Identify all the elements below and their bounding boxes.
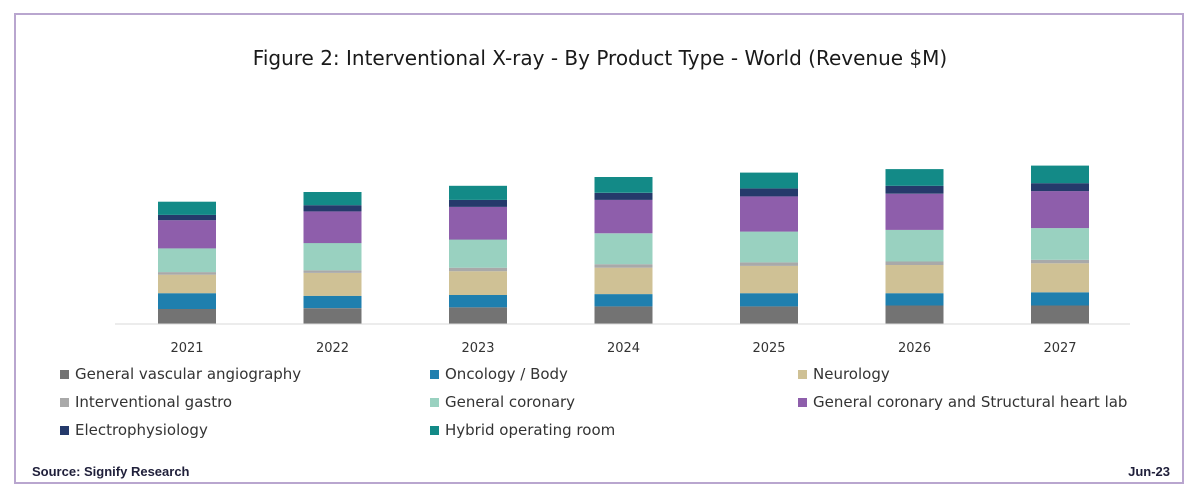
bar-segment-2021-s5 [158,220,216,249]
bar-segment-2026-s5 [885,193,944,230]
legend-item: Oncology / Body [430,365,568,383]
bar-segment-2025-s6 [740,188,798,197]
date-note: Jun-23 [1128,464,1170,479]
legend-label: Electrophysiology [75,421,208,439]
legend-swatch [60,369,69,379]
legend-item: General coronary and Structural heart la… [798,393,1127,411]
bar-segment-2026-s2 [885,265,944,294]
bar-segment-2024-s2 [594,267,653,295]
legend-label: Hybrid operating room [445,421,616,439]
x-tick-label: 2026 [898,341,931,356]
bar-segment-2021-s0 [158,309,216,324]
bar-segment-2022-s0 [303,308,362,324]
x-tick-label: 2024 [607,341,640,356]
bar-segment-2026-s6 [885,185,944,194]
bar-segment-2022-s1 [303,295,362,309]
x-tick-label: 2025 [752,341,785,356]
legend-swatch [60,397,69,407]
bar-segment-2024-s0 [594,306,653,324]
bar-segment-2025-s2 [740,265,798,294]
bar-segment-2021-s2 [158,274,216,294]
bar-segment-2023-s2 [449,271,507,295]
bar-segment-2026-s7 [885,169,944,186]
bar-segment-2022-s6 [303,205,362,212]
bar-segment-2026-s3 [885,261,944,265]
bar-segment-2024-s5 [594,199,653,234]
source-note: Source: Signify Research [32,464,190,479]
legend-swatch [798,397,807,407]
bar-segment-2025-s1 [740,293,798,307]
bar-segment-2021-s4 [158,248,216,273]
bar-segment-2027-s4 [1031,228,1089,260]
legend-swatch [430,397,439,407]
bar-segment-2027-s3 [1031,259,1089,264]
legend-item: General coronary [430,393,575,411]
legend-item: General vascular angiography [60,365,301,383]
bar-segment-2021-s3 [158,272,216,275]
bar-segment-2023-s0 [449,307,507,324]
legend-label: General coronary and Structural heart la… [813,393,1128,411]
bar-segment-2025-s0 [740,306,798,324]
bar-segment-2024-s3 [594,264,653,268]
legend-swatch [430,369,439,379]
bar-segment-2023-s4 [449,239,507,268]
bars-group [158,165,1089,324]
legend-swatch [798,369,807,379]
bar-segment-2022-s5 [303,211,362,244]
bar-segment-2027-s5 [1031,191,1089,229]
bar-segment-2022-s4 [303,243,362,271]
x-tick-label: 2022 [316,341,349,356]
bar-segment-2027-s0 [1031,305,1089,324]
bar-segment-2024-s6 [594,192,653,200]
bar-segment-2022-s3 [303,270,362,273]
bar-segment-2023-s3 [449,267,507,272]
legend-label: General vascular angiography [75,365,302,383]
legend-item: Interventional gastro [60,393,232,411]
bar-segment-2026-s4 [885,229,944,262]
bar-segment-2027-s1 [1031,292,1089,306]
legend-item: Hybrid operating room [430,421,615,439]
bar-segment-2021-s7 [158,201,216,215]
bar-segment-2025-s5 [740,196,798,232]
bar-segment-2026-s1 [885,293,944,306]
bar-segment-2025-s4 [740,231,798,263]
legend-label: Interventional gastro [75,393,233,411]
legend-label: Neurology [813,365,890,383]
x-axis-ticks: 2021 2022 2023 2024 2025 2026 2027 [170,341,1076,356]
bar-segment-2023-s6 [449,199,507,207]
bar-segment-2022-s2 [303,273,362,296]
bar-segment-2027-s7 [1031,165,1089,184]
legend-label: General coronary [445,393,576,411]
legend-swatch [430,425,439,435]
bar-segment-2024-s7 [594,177,653,193]
legend-swatch [60,425,69,435]
bar-segment-2025-s7 [740,172,798,189]
x-tick-label: 2021 [170,341,203,356]
bar-segment-2021-s1 [158,293,216,309]
bar-segment-2027-s6 [1031,183,1089,192]
bar-segment-2023-s7 [449,185,507,200]
legend-label: Oncology / Body [445,365,568,383]
bar-segment-2024-s1 [594,294,653,307]
bar-segment-2024-s4 [594,233,653,265]
bar-segment-2023-s5 [449,207,507,240]
x-tick-label: 2023 [461,341,494,356]
bar-segment-2025-s3 [740,262,798,266]
chart-title: Figure 2: Interventional X-ray - By Prod… [252,46,948,70]
x-tick-label: 2027 [1043,341,1076,356]
legend-item: Neurology [798,365,890,383]
bar-segment-2022-s7 [303,192,362,206]
bar-segment-2027-s2 [1031,263,1089,293]
bar-segment-2026-s0 [885,305,944,324]
legend-item: Electrophysiology [60,421,208,439]
bar-segment-2023-s1 [449,295,507,308]
bar-segment-2021-s6 [158,214,216,221]
